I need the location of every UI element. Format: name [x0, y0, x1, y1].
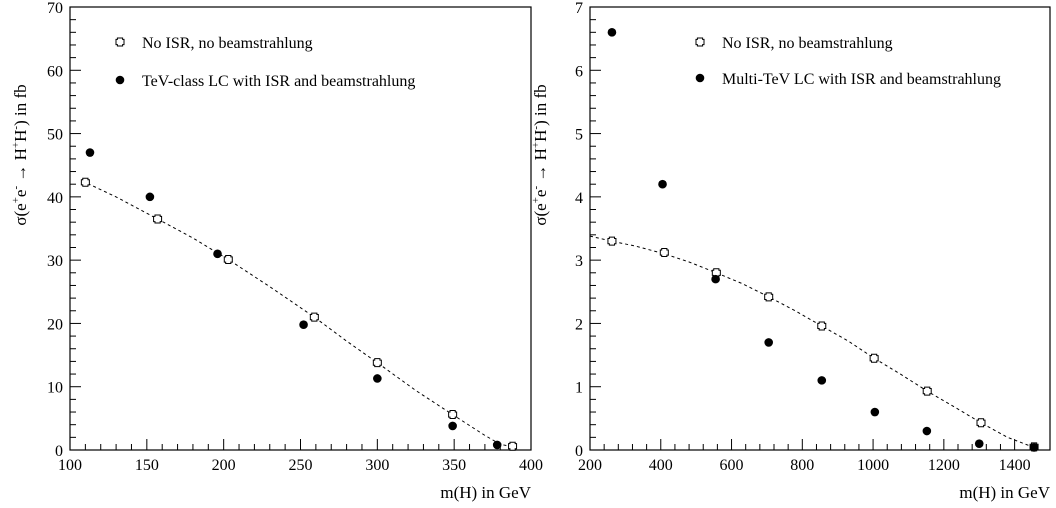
open-cross-point: [508, 441, 518, 451]
y-tick-label: 3: [575, 253, 583, 270]
y-axis-label-part: H: [11, 130, 30, 142]
open-cross-point: [976, 418, 986, 428]
x-tick-label: 300: [365, 457, 389, 474]
x-tick-label: 400: [649, 457, 673, 474]
x-tick-label: 600: [720, 457, 744, 474]
open-cross-point: [922, 386, 932, 396]
filled-circle-point: [373, 374, 382, 383]
y-tick-label: 7: [575, 0, 583, 17]
y-axis-label-part: +: [10, 197, 22, 203]
open-cross-point: [659, 248, 669, 258]
x-tick-label: 250: [289, 457, 313, 474]
open-cross-point: [764, 292, 774, 302]
x-tick-label: 100: [58, 457, 82, 474]
y-tick-label: 0: [575, 443, 583, 460]
open-cross-point: [223, 255, 233, 265]
y-tick-label: 4: [575, 190, 583, 207]
filled-circle-point: [974, 439, 984, 448]
y-axis-label-part: ) in fb: [531, 84, 550, 126]
legend-label: TeV-class LC with ISR and beamstrahlung: [142, 73, 415, 90]
y-tick-label: 30: [47, 253, 63, 270]
y-axis-label-part: +: [530, 197, 542, 203]
y-axis-label: σ(e+e- → H+H-) in fb: [10, 84, 30, 225]
y-axis-label-part: → H: [531, 148, 550, 186]
open-cross-point: [607, 236, 617, 246]
filled-circle-point: [492, 440, 502, 450]
y-axis-label-part: ) in fb: [11, 84, 30, 126]
dashed-fit-curve: [589, 235, 1035, 448]
filled-circle-point: [85, 148, 95, 157]
filled-circle-point: [870, 407, 880, 417]
y-axis-label-part: e: [531, 190, 550, 198]
filled-circle-point: [817, 376, 827, 385]
y-axis-label-part: H: [531, 130, 550, 142]
y-axis-label-part: -: [10, 126, 22, 130]
x-tick-label: 150: [135, 457, 159, 474]
filled-circle-point: [299, 320, 308, 329]
legend-marker-open-cross: [695, 37, 705, 47]
y-axis-label: σ(e+e- → H+H-) in fb: [530, 84, 550, 225]
y-tick-label: 50: [47, 127, 63, 144]
y-axis-label-part: +: [530, 142, 542, 148]
open-cross-point: [153, 214, 163, 224]
x-tick-label: 200: [578, 457, 602, 474]
open-cross-point: [372, 358, 382, 368]
open-cross-point: [869, 353, 879, 363]
x-tick-label: 800: [790, 457, 814, 474]
x-tick-label: 400: [519, 457, 543, 474]
filled-circle-point: [448, 421, 457, 431]
x-tick-label: 200: [212, 457, 236, 474]
legend-marker-open-cross: [115, 37, 125, 47]
x-tick-label: 1000: [857, 457, 889, 474]
y-tick-label: 10: [47, 380, 63, 397]
filled-circle-point: [658, 179, 667, 189]
filled-circle-point: [607, 28, 617, 37]
right-chart: 200 400 600 800 1000 1200 1400 0 1 2 3 4 5 6 7 m(H) in …: [530, 0, 1051, 502]
y-tick-label: 70: [47, 0, 63, 17]
legend-marker-filled-circle: [115, 75, 125, 85]
filled-circle-point: [145, 192, 155, 202]
filled-circle-point: [922, 426, 932, 436]
y-tick-label: 0: [55, 443, 63, 460]
y-axis-label-part: -: [10, 186, 22, 190]
y-tick-label: 2: [575, 316, 583, 333]
legend-marker-filled-circle: [695, 73, 705, 83]
x-tick-label: 350: [442, 457, 466, 474]
y-tick-label: 1: [575, 380, 583, 397]
legend-label: No ISR, no beamstrahlung: [722, 35, 893, 52]
x-axis-label: m(H) in GeV: [959, 483, 1050, 502]
y-tick-label: 40: [47, 190, 63, 207]
open-cross-point: [309, 312, 319, 322]
left-chart: 100 150 200 250 300 350 400 0 10 20 30 40 50 60 70 m(H)…: [10, 0, 543, 502]
filled-circle-point: [1029, 443, 1039, 452]
filled-circle-point: [213, 249, 222, 259]
x-axis-label: m(H) in GeV: [440, 483, 531, 502]
open-cross-point: [817, 321, 827, 331]
y-tick-label: 20: [47, 316, 63, 333]
y-axis-label-part: σ(e: [11, 203, 30, 225]
y-tick-label: 5: [575, 127, 583, 144]
y-axis-label-part: -: [530, 186, 542, 190]
y-axis-label-part: e: [11, 190, 30, 198]
open-cross-point: [448, 410, 458, 420]
open-cross-point: [80, 177, 90, 187]
y-axis-label-part: → H: [11, 148, 30, 186]
filled-circle-point: [764, 338, 773, 347]
y-axis-label-part: -: [530, 126, 542, 130]
y-tick-label: 6: [575, 63, 583, 80]
plot-frame: [589, 6, 1051, 451]
legend-label: Multi-TeV LC with ISR and beamstrahlung: [722, 71, 1001, 88]
y-tick-label: 60: [47, 63, 63, 80]
y-axis-label-part: +: [10, 142, 22, 148]
x-tick-label: 1200: [928, 457, 960, 474]
x-tick-label: 1400: [999, 457, 1031, 474]
filled-circle-point: [711, 274, 720, 284]
legend-label: No ISR, no beamstrahlung: [142, 35, 313, 52]
y-axis-label-part: σ(e: [531, 203, 550, 225]
dashed-fit-curve: [82, 180, 513, 448]
